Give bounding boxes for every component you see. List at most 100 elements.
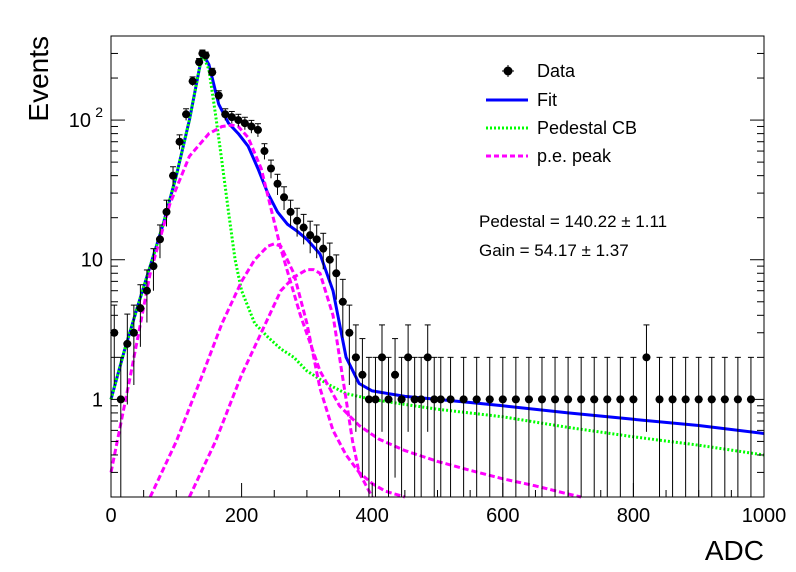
data-point <box>149 248 158 291</box>
data-point <box>253 123 262 137</box>
legend-entry-pe-peak: p.e. peak <box>486 146 612 166</box>
legend-entry-data: Data <box>502 61 576 81</box>
data-point <box>286 199 295 227</box>
data-point <box>136 284 145 347</box>
x-tick-label-3: 600 <box>486 505 519 527</box>
x-tick-label-1: 200 <box>225 505 258 527</box>
x-tick-label-0: 0 <box>105 505 116 527</box>
annotation-gain: Gain = 54.17 ± 1.37 <box>479 241 629 260</box>
series-p-e-peak-1 <box>109 123 582 499</box>
legend-label-fit: Fit <box>537 90 557 110</box>
data-point <box>260 143 269 160</box>
data-point <box>358 338 367 478</box>
data-point <box>201 51 210 60</box>
data-point <box>227 110 236 124</box>
data-point <box>306 220 315 254</box>
data-point <box>325 242 334 283</box>
data-point <box>266 159 275 179</box>
x-tick-label-4: 800 <box>617 505 650 527</box>
data-point <box>129 304 138 385</box>
data-point <box>472 356 481 497</box>
legend-label-data: Data <box>537 61 576 81</box>
data-point <box>345 304 354 385</box>
legend-entry-fit: Fit <box>486 90 557 110</box>
plot-frame <box>110 35 765 498</box>
data-point <box>273 173 282 195</box>
series-p-e-peak-2 <box>148 242 406 499</box>
data-point <box>397 356 406 497</box>
data-point <box>371 356 380 497</box>
data-point <box>746 356 755 497</box>
data-point <box>423 324 432 432</box>
legend-label-pe-peak: p.e. peak <box>537 146 612 166</box>
data-point <box>351 324 360 432</box>
data-point <box>446 356 455 497</box>
data-point <box>221 108 230 121</box>
data-point <box>417 356 426 497</box>
data-point <box>681 356 690 497</box>
x-axis-label: ADC <box>705 535 764 566</box>
data-point <box>511 356 520 497</box>
data-point <box>524 356 533 497</box>
annotation-pedestal: Pedestal = 140.22 ± 1.11 <box>479 212 667 231</box>
y-tick-label-0: 1 <box>92 389 103 411</box>
data-point <box>404 324 413 432</box>
data-point <box>195 57 204 67</box>
data-point <box>410 356 419 497</box>
data-point <box>182 108 191 121</box>
data-point <box>299 213 308 245</box>
data-point <box>459 356 468 497</box>
data-point <box>208 67 217 77</box>
legend-marker-data <box>503 66 513 76</box>
data-point <box>169 166 178 187</box>
legend: Data Fit Pedestal CB p.e. peak <box>486 61 637 166</box>
data-point <box>293 207 302 237</box>
data-point <box>364 356 373 497</box>
data-point <box>162 199 171 227</box>
data-point <box>175 134 184 150</box>
data-point <box>603 356 612 497</box>
data-point <box>537 356 546 497</box>
data-point <box>240 116 249 130</box>
data-point <box>155 224 164 259</box>
data-point <box>319 232 328 270</box>
data-point <box>629 356 638 497</box>
data-point <box>377 324 386 432</box>
data-point <box>642 324 651 432</box>
data-point <box>707 356 716 497</box>
legend-entry-pedestal: Pedestal CB <box>486 118 637 138</box>
x-tick-label-2: 400 <box>356 505 389 527</box>
data-point <box>485 356 494 497</box>
data-point <box>188 76 197 86</box>
legend-label-pedestal: Pedestal CB <box>537 118 637 138</box>
data-point <box>668 356 677 497</box>
y-axis-label: Events <box>23 36 54 122</box>
data-point <box>694 356 703 497</box>
data-point <box>391 338 400 478</box>
data-point <box>214 90 223 101</box>
y-tick-label-1: 10 <box>81 250 103 272</box>
data-point <box>338 278 347 338</box>
curves-layer <box>109 51 765 499</box>
data-point <box>123 313 132 405</box>
data-point <box>551 356 560 497</box>
series-pedestal-cb <box>109 51 765 457</box>
y-tick-label-2: 10 <box>69 110 91 132</box>
data-point <box>577 356 586 497</box>
data-point <box>234 113 243 127</box>
y-tick-exponent-2: 2 <box>95 104 103 120</box>
data-point <box>436 356 445 497</box>
data-point <box>616 356 625 497</box>
data-point <box>430 356 439 497</box>
data-point <box>247 119 256 134</box>
data-point <box>720 356 729 497</box>
data-point <box>384 356 393 497</box>
data-point <box>280 186 289 210</box>
data-point <box>733 356 742 497</box>
x-tick-label-5: 1000 <box>742 505 787 527</box>
data-point <box>498 356 507 497</box>
data-points-layer <box>110 49 755 497</box>
data-point <box>142 269 151 323</box>
